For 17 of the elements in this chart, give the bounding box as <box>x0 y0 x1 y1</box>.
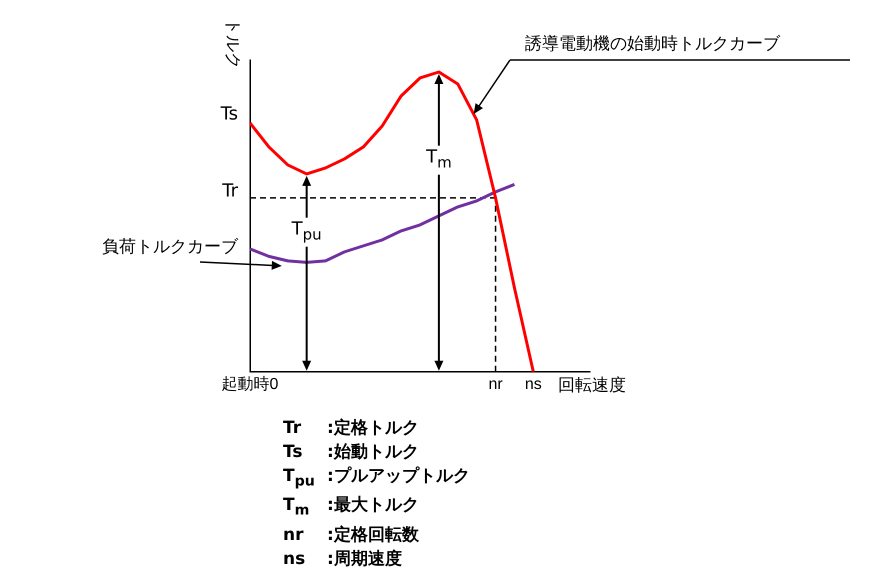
text: Ts :始動トルク <box>283 442 419 462</box>
x-tick-label: nr <box>488 376 504 393</box>
y-axis-title: トルク <box>222 18 243 69</box>
ref-line-label: Tr <box>221 180 239 202</box>
annotation: T$_{pu}$ <box>290 218 323 247</box>
x-tick-label: 起動時0 <box>222 374 279 393</box>
x-tick-label: ns <box>524 376 542 393</box>
annotation: T$_{m}$ <box>425 146 453 174</box>
text: T$_{m}$ :最大トルク <box>283 495 419 519</box>
annotation: Ts <box>220 104 238 125</box>
text: nr :定格回転数 <box>283 524 419 545</box>
text: T$_{pu}$ :プルアップトルク <box>283 465 470 492</box>
text: 誘導電動機の始動時トルクカーブ <box>525 33 780 55</box>
text: Tr :定格トルク <box>283 418 419 438</box>
text: ns :周期速度 <box>283 548 402 569</box>
series-label: 負荷トルクカーブ <box>102 236 238 258</box>
x-axis-title: 回転速度 <box>558 376 626 396</box>
